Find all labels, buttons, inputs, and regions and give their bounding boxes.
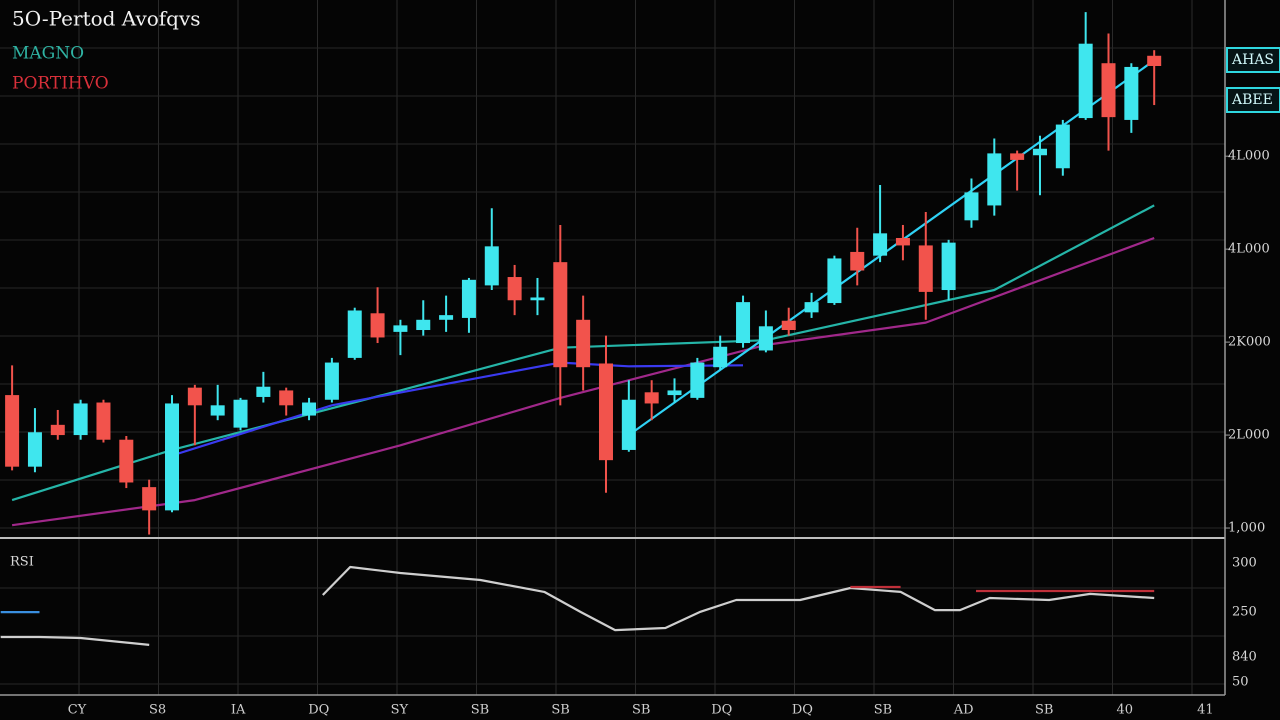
candle-body — [142, 487, 157, 511]
candle-body — [187, 387, 202, 406]
candle-body — [210, 405, 225, 416]
candle-body — [713, 346, 728, 368]
candle-body — [1010, 153, 1025, 160]
candle-body — [1032, 148, 1047, 156]
candle-body — [1101, 63, 1116, 118]
candle-body — [690, 362, 705, 398]
candle-body — [895, 237, 910, 246]
candle-body — [918, 245, 933, 292]
y-tick-label: 4L000 — [1228, 242, 1270, 257]
candle-body — [1055, 124, 1070, 169]
candle-body — [119, 439, 134, 483]
rsi-axis-label: 50 — [1232, 675, 1249, 690]
y-tick-label: 4L000 — [1228, 149, 1270, 164]
rsi-line — [322, 565, 1155, 632]
badge-label: AHAS — [1231, 52, 1274, 68]
candle-body — [781, 320, 796, 331]
candle-body — [416, 319, 431, 331]
candle-body — [5, 395, 20, 467]
candle-body — [324, 362, 339, 400]
legend-label: PORTIHVO — [12, 74, 109, 94]
chart-title: 5O-Pertod Avofqvs — [12, 7, 201, 31]
moving-average-line — [628, 59, 1155, 436]
candle-body — [598, 363, 613, 461]
x-label: S8 — [149, 703, 166, 718]
x-label: SB — [1035, 703, 1053, 718]
candle-body — [827, 258, 842, 304]
badge-label: ABEE — [1231, 92, 1273, 108]
plot: 4L000 4L000 2K000 2L000 1,000 MAGNO PORTIHVO AH… — [0, 12, 1280, 718]
candle-body — [233, 399, 248, 428]
candle-body — [461, 279, 476, 318]
candle-body — [644, 392, 659, 404]
x-label: 40 — [1117, 703, 1134, 718]
candle-body — [987, 153, 1002, 206]
candle-body — [804, 302, 819, 313]
candle-body — [164, 403, 179, 511]
candle-body — [621, 399, 636, 450]
candle-body — [393, 325, 408, 332]
candle-body — [964, 192, 979, 221]
candle-body — [530, 297, 545, 301]
x-label: SY — [391, 703, 409, 718]
candle-body — [1078, 43, 1093, 119]
candle-body — [758, 326, 773, 351]
x-label: DQ — [792, 703, 813, 718]
candle-body — [850, 251, 865, 271]
candle-body — [279, 390, 294, 406]
y-tick-label: 2K000 — [1228, 335, 1271, 350]
candle-body — [484, 246, 499, 286]
candle-body — [96, 402, 111, 440]
candle-body — [576, 319, 591, 368]
candle-body — [553, 262, 568, 368]
x-label: SB — [471, 703, 489, 718]
x-label: AD — [953, 703, 974, 718]
rsi-label: RSI — [10, 555, 34, 570]
candle-body — [507, 277, 522, 301]
candle-body — [1124, 66, 1139, 120]
rsi-line — [0, 635, 150, 646]
x-label: DQ — [308, 703, 329, 718]
legend-label: MAGNO — [12, 44, 84, 64]
x-label: IA — [231, 703, 246, 718]
candle-body — [27, 432, 42, 467]
candle-body — [873, 233, 888, 256]
rsi-axis-label: 840 — [1232, 650, 1257, 665]
rsi-axis-label: 250 — [1232, 605, 1257, 620]
candle-body — [73, 403, 88, 436]
badge-box — [1226, 87, 1280, 113]
candle-body — [667, 390, 682, 396]
candle-body — [50, 424, 65, 436]
candle-body — [439, 315, 454, 320]
candle-body — [736, 302, 751, 344]
x-label: SB — [632, 703, 650, 718]
rsi-axis-label: 300 — [1232, 556, 1257, 571]
x-label: 41 — [1197, 703, 1214, 718]
candle-body — [347, 310, 362, 358]
y-tick-label: 2L000 — [1228, 428, 1270, 443]
candle-body — [302, 402, 317, 416]
candle-body — [1147, 55, 1162, 67]
grid — [0, 0, 1225, 695]
candle-body — [256, 386, 271, 397]
x-label: CY — [68, 703, 87, 718]
candle-body — [941, 242, 956, 291]
y-tick-label: 1,000 — [1228, 521, 1265, 536]
x-label: SB — [551, 703, 569, 718]
x-label: SB — [874, 703, 892, 718]
badge-box — [1226, 47, 1280, 73]
x-label: DQ — [711, 703, 732, 718]
candle-body — [370, 313, 385, 338]
